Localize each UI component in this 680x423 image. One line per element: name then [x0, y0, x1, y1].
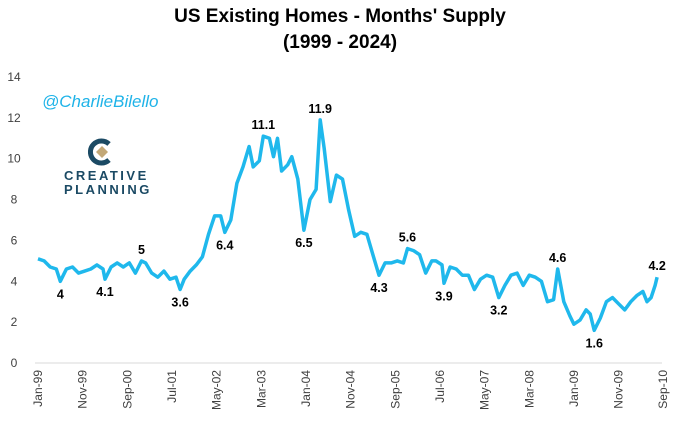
y-tick-label: 14 — [7, 70, 21, 84]
y-tick-label: 6 — [11, 233, 18, 247]
x-tick-label: Jan-99 — [31, 370, 45, 407]
x-tick-label: Sep-05 — [388, 370, 402, 409]
x-tick-label: May-02 — [210, 370, 224, 410]
data-label: 5 — [138, 243, 145, 257]
y-tick-label: 0 — [11, 356, 18, 370]
data-label: 3.9 — [435, 289, 452, 303]
creative-planning-logo-icon — [88, 138, 111, 166]
data-label: 4.3 — [370, 281, 387, 295]
x-tick-label: Mar-08 — [522, 370, 536, 408]
x-tick-label: Nov-99 — [76, 370, 90, 409]
x-tick-label: Jan-04 — [299, 370, 313, 407]
data-label: 4 — [57, 287, 64, 301]
x-tick-label: Nov-04 — [344, 370, 358, 409]
data-label: 6.5 — [295, 236, 312, 250]
series-line — [37, 118, 659, 333]
x-tick-label: Jul-01 — [165, 370, 179, 403]
data-label: 5.6 — [399, 231, 416, 245]
x-tick-label: Jul-06 — [433, 370, 447, 403]
x-tick-label: Mar-03 — [254, 370, 268, 408]
data-label: 4.1 — [96, 285, 113, 299]
x-tick-label: Nov-09 — [612, 370, 626, 409]
logo-text-line1: CREATIVE — [64, 168, 149, 183]
data-label: 3.6 — [171, 295, 188, 309]
y-tick-label: 4 — [11, 274, 18, 288]
data-label: 1.6 — [586, 336, 603, 350]
data-label: 11.9 — [308, 102, 332, 116]
logo-text-line2: PLANNING — [64, 182, 152, 197]
data-label: 6.4 — [216, 238, 233, 252]
watermark-handle: @CharlieBilello — [42, 92, 159, 111]
x-tick-label: Sep-00 — [120, 370, 134, 409]
y-tick-label: 10 — [7, 152, 21, 166]
y-tick-label: 8 — [11, 193, 18, 207]
x-tick-label: May-07 — [478, 370, 492, 410]
data-label: 3.2 — [490, 304, 507, 318]
data-label: 4.6 — [549, 251, 566, 265]
data-label: 11.1 — [252, 118, 276, 132]
y-tick-label: 12 — [7, 111, 21, 125]
x-tick-label: Sep-10 — [656, 370, 670, 409]
x-tick-label: Jan-09 — [567, 370, 581, 407]
y-tick-label: 2 — [11, 315, 18, 329]
chart-subtitle: (1999 - 2024) — [282, 32, 398, 53]
chart-title: US Existing Homes - Months' Supply — [174, 6, 506, 27]
data-label: 4.2 — [648, 259, 665, 273]
